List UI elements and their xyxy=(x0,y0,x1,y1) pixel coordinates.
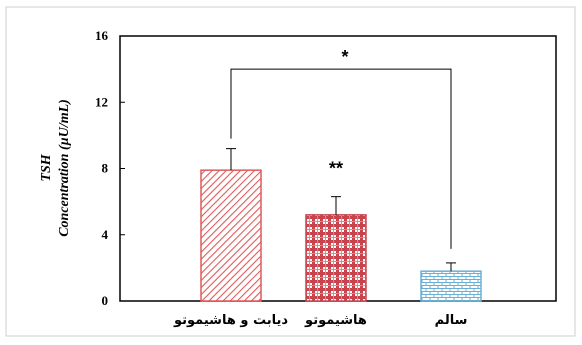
bar-0 xyxy=(200,169,262,302)
error-bars-group xyxy=(226,148,456,272)
y-axis-title-line2: Concentration (µU/mL) xyxy=(57,99,72,237)
category-label-2: سالم xyxy=(435,313,468,328)
bracket-line xyxy=(230,68,452,249)
bar-1 xyxy=(305,214,367,302)
significance-bracket xyxy=(230,68,452,249)
outer-border xyxy=(5,6,576,337)
x-axis-category-labels: دیابت و هاشیموتو هاشیموتو سالم xyxy=(173,313,467,328)
y-axis-title: TSH Concentration (µU/mL) xyxy=(39,99,72,237)
bar-2 xyxy=(420,270,482,302)
y-axis-ticks: 0 4 8 12 16 xyxy=(95,28,125,308)
y-tick-label-4: 16 xyxy=(95,28,109,43)
y-axis-title-line1: TSH xyxy=(39,153,54,181)
y-tick-label-0: 0 xyxy=(102,293,109,308)
category-label-1: هاشیموتو xyxy=(304,313,367,328)
y-tick-label-3: 12 xyxy=(95,94,108,109)
category-label-0: دیابت و هاشیموتو xyxy=(173,313,288,328)
y-tick-label-1: 4 xyxy=(102,227,109,242)
bar2-significance-label: ** xyxy=(329,159,343,179)
y-tick-label-2: 8 xyxy=(102,161,109,176)
bracket-significance-label: * xyxy=(341,47,348,67)
bars-group xyxy=(200,169,482,302)
